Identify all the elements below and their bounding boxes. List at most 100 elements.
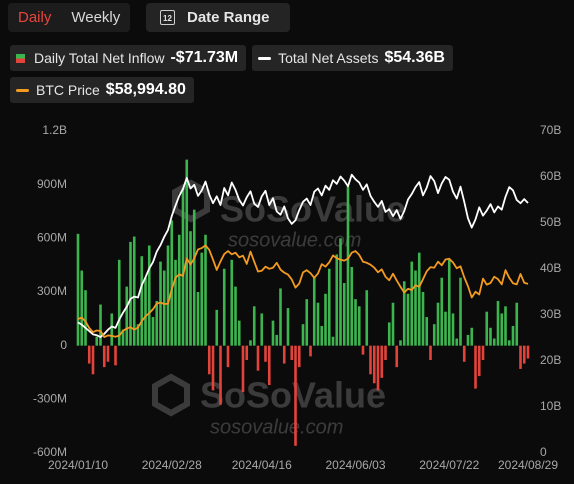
- bar: [406, 293, 410, 346]
- bar: [519, 345, 522, 369]
- bar: [384, 345, 387, 360]
- bar: [170, 220, 174, 346]
- x-tick-label: 2024/02/28: [142, 458, 202, 472]
- bar: [245, 345, 249, 360]
- bar: [489, 327, 492, 346]
- bar: [91, 345, 95, 375]
- bar: [522, 345, 526, 364]
- watermark-site: sosovalue.com: [228, 229, 361, 251]
- bar: [312, 277, 316, 346]
- bar: [249, 340, 252, 346]
- legend-value: $58,994.80: [105, 81, 186, 98]
- bar: [470, 327, 474, 346]
- bar: [496, 300, 500, 346]
- date-range-label: Date Range: [187, 9, 270, 26]
- y2-tick-label: 40B: [540, 261, 561, 275]
- bar: [256, 345, 260, 371]
- bar: [132, 236, 136, 346]
- y-tick-label: 600M: [37, 231, 67, 245]
- bar: [155, 300, 159, 346]
- bar: [181, 188, 185, 346]
- y-tick-label: 300M: [37, 284, 67, 298]
- tab-weekly[interactable]: Weekly: [71, 9, 121, 26]
- bar: [429, 345, 432, 360]
- bar: [515, 302, 519, 346]
- bar: [432, 324, 436, 346]
- bar: [305, 299, 309, 346]
- bar: [410, 261, 414, 346]
- bar: [297, 345, 301, 368]
- bar: [230, 259, 234, 346]
- bar: [117, 259, 121, 346]
- bar: [425, 317, 429, 346]
- bar: [84, 290, 87, 346]
- bar: [204, 234, 207, 346]
- bar: [417, 252, 421, 346]
- bar: [402, 281, 406, 346]
- bar: [447, 259, 451, 346]
- x-tick-label: 2024/07/22: [419, 458, 479, 472]
- bar: [339, 238, 342, 346]
- bar: [372, 345, 376, 384]
- bar: [316, 302, 320, 346]
- bar: [414, 270, 417, 346]
- bar: [421, 292, 425, 346]
- x-tick-label: 2024/01/10: [48, 458, 108, 472]
- bar: [324, 293, 327, 346]
- bar: [275, 334, 279, 346]
- bar: [376, 345, 380, 391]
- y-tick-label: 0: [60, 338, 67, 352]
- bar: [106, 345, 110, 362]
- bar: [451, 313, 455, 346]
- bar: [485, 311, 489, 346]
- bar: [241, 345, 245, 393]
- x-tick-label: 2024/06/03: [325, 458, 385, 472]
- bar: [286, 308, 290, 346]
- bar: [342, 283, 346, 346]
- bar: [136, 324, 140, 346]
- y-tick-label: 900M: [37, 177, 67, 191]
- bar: [290, 345, 294, 360]
- bar: [129, 241, 132, 346]
- bar: [271, 320, 275, 346]
- bar: [481, 345, 485, 360]
- bar: [114, 345, 117, 366]
- bar: [327, 268, 331, 346]
- bar: [222, 268, 226, 346]
- bar: [391, 302, 395, 346]
- bar: [399, 340, 402, 346]
- bar: [455, 338, 459, 346]
- bar: [477, 345, 481, 377]
- bar: [440, 277, 444, 346]
- x-tick-label: 2024/04/16: [232, 458, 292, 472]
- bar: [80, 270, 84, 346]
- y-tick-label: -300M: [33, 392, 67, 406]
- y2-tick-label: 30B: [540, 307, 561, 321]
- legend-value: -$71.73M: [170, 49, 239, 66]
- legend: Daily Total Net Inflow -$71.73M Total Net …: [10, 45, 510, 103]
- legend-value: $54.36B: [384, 49, 445, 66]
- watermark-logo: [152, 373, 190, 417]
- legend-label: BTC Price: [36, 82, 100, 98]
- bar: [474, 345, 477, 389]
- date-range-button[interactable]: 12 Date Range: [146, 3, 290, 32]
- bar: [166, 245, 170, 346]
- y2-tick-label: 50B: [540, 215, 561, 229]
- legend-label: Total Net Assets: [278, 50, 379, 66]
- bar: [192, 209, 196, 346]
- y2-tick-label: 10B: [540, 399, 561, 413]
- bar: [177, 234, 181, 346]
- y2-tick-label: 70B: [540, 123, 561, 137]
- bar: [380, 345, 384, 378]
- bar: [459, 277, 462, 346]
- bar: [444, 311, 447, 346]
- bar: [365, 290, 369, 346]
- bar: [387, 322, 391, 346]
- bar: [211, 345, 215, 391]
- legend-swatch: [16, 53, 25, 63]
- tab-daily[interactable]: Daily: [18, 9, 52, 26]
- legend-item: Daily Total Net Inflow -$71.73M: [10, 45, 247, 71]
- bar: [252, 306, 256, 346]
- bar: [196, 292, 200, 346]
